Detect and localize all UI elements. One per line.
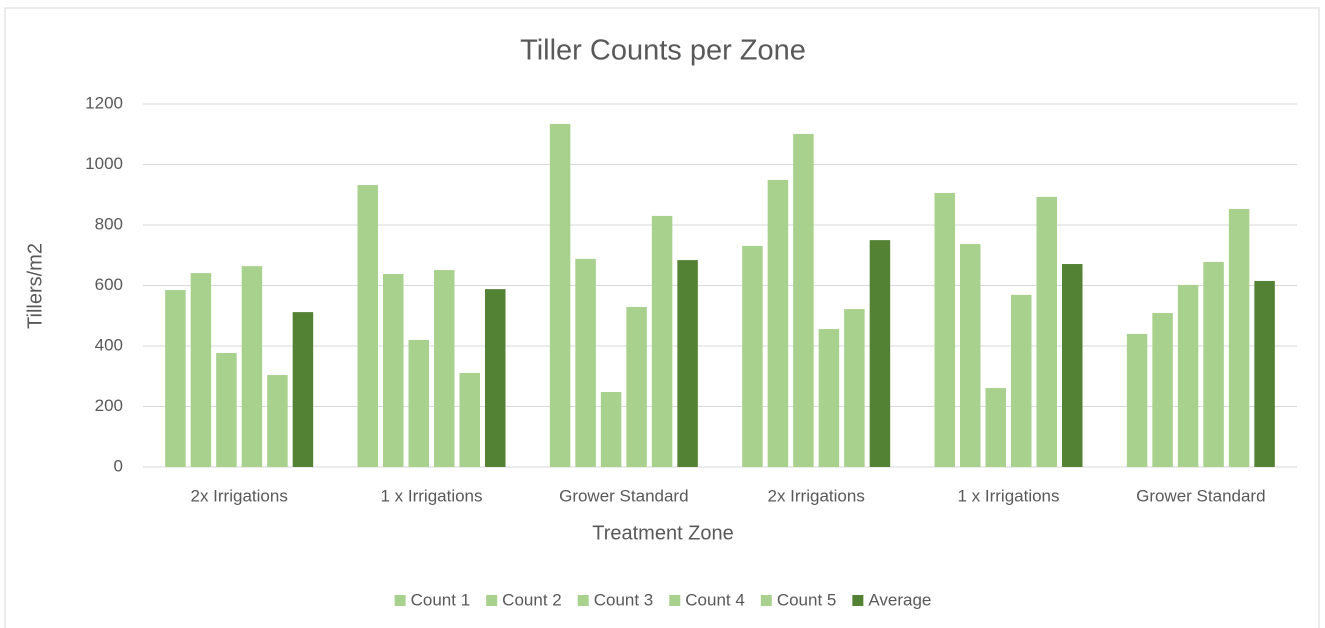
x-tick-label: 2x Irrigations	[191, 486, 288, 505]
y-tick-label: 400	[95, 335, 123, 354]
legend-swatch	[852, 595, 864, 606]
bar	[1062, 264, 1083, 467]
bar	[767, 179, 789, 468]
y-tick-label: 800	[95, 214, 123, 233]
y-tick-label: 200	[95, 396, 123, 415]
x-tick-label: Grower Standard	[559, 486, 688, 505]
bar	[1228, 208, 1250, 467]
legend-swatch	[669, 595, 681, 606]
bar	[793, 133, 814, 467]
bar	[408, 339, 429, 467]
legend-label: Count 2	[502, 590, 562, 609]
x-tick-label: 2x Irrigations	[768, 486, 865, 505]
legend-swatch	[486, 595, 498, 606]
bar	[934, 192, 955, 467]
bar	[651, 215, 673, 467]
y-axis-label: Tillers/m2	[24, 243, 46, 329]
bar	[600, 391, 622, 467]
legend-label: Average	[868, 590, 931, 609]
bar	[626, 306, 647, 467]
legend-swatch	[577, 595, 589, 606]
bar	[292, 312, 314, 467]
bar	[190, 273, 212, 467]
legend-label: Count 5	[777, 590, 837, 609]
y-tick-label: 1200	[85, 93, 123, 112]
bar	[216, 352, 237, 467]
bar	[241, 266, 263, 467]
bar	[869, 240, 891, 467]
bar	[267, 375, 288, 467]
x-tick-label: 1 x Irrigations	[957, 486, 1059, 505]
x-tick-label: Grower Standard	[1136, 486, 1265, 505]
y-tick-label: 1000	[85, 154, 123, 173]
bar	[844, 309, 865, 467]
legend-swatch	[760, 595, 772, 606]
x-tick-label: 1 x Irrigations	[380, 486, 482, 505]
legend-label: Count 4	[685, 590, 745, 609]
bar	[1254, 280, 1275, 467]
chart-title: Tiller Counts per Zone	[520, 35, 806, 67]
bar	[742, 245, 763, 467]
y-tick-label: 0	[114, 456, 123, 475]
bar	[383, 274, 404, 467]
bar	[1126, 333, 1148, 467]
bar	[1036, 196, 1057, 467]
bar	[1011, 294, 1032, 467]
bar	[1152, 313, 1173, 467]
bar	[165, 290, 186, 467]
bar	[1177, 284, 1199, 467]
x-axis-label: Treatment Zone	[592, 522, 734, 544]
bar	[818, 329, 840, 467]
bar	[434, 270, 455, 467]
legend-label: Count 3	[594, 590, 654, 609]
bar	[357, 185, 378, 467]
legend-label: Count 1	[411, 590, 471, 609]
y-tick-label: 600	[95, 275, 123, 294]
bar	[549, 123, 571, 467]
bar	[985, 388, 1006, 467]
bar	[677, 260, 698, 467]
bar	[459, 372, 480, 467]
bar	[1203, 261, 1224, 467]
bar	[575, 258, 596, 467]
legend-swatch	[394, 595, 406, 606]
bar	[485, 289, 506, 467]
bar	[960, 244, 981, 467]
